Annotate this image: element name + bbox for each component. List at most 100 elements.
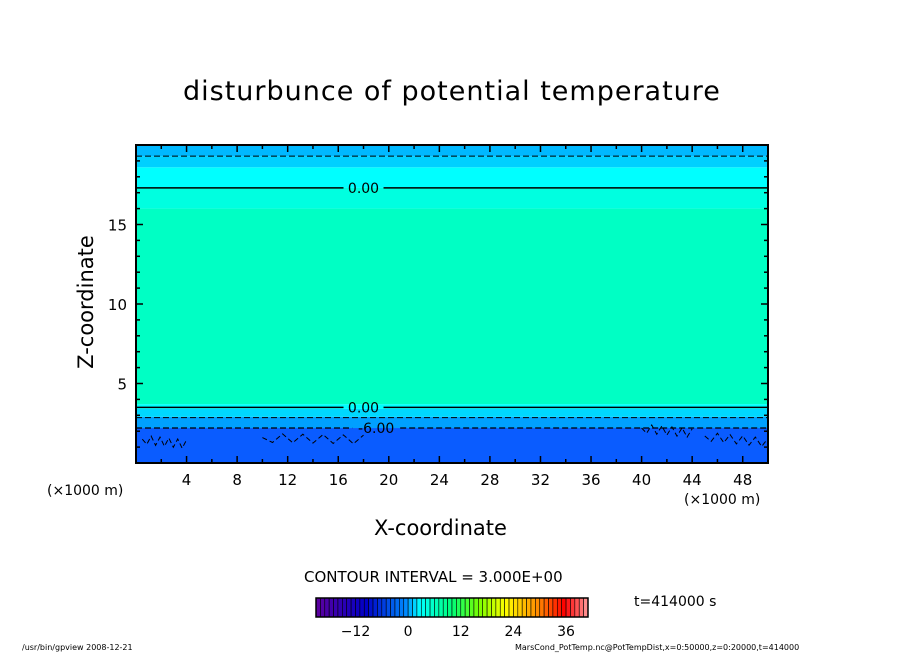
colorbar-segment xyxy=(486,597,492,618)
colorbar-segment xyxy=(491,597,497,618)
colorbar-segment xyxy=(526,597,532,618)
colorbar-segment xyxy=(324,597,330,618)
colorbar-segment xyxy=(530,597,536,618)
contour-label: -6.00 xyxy=(358,421,394,437)
colorbar-segment xyxy=(407,597,413,618)
x-tick-label: 24 xyxy=(430,471,449,489)
contour-label: 0.00 xyxy=(348,400,379,416)
colorbar-segment xyxy=(372,597,378,618)
colorbar-segment xyxy=(438,597,444,618)
x-tick-label: 32 xyxy=(531,471,550,489)
chart-title: disturbunce of potential temperature xyxy=(183,76,721,107)
colorbar-segment xyxy=(482,597,488,618)
colorbar-segment xyxy=(399,597,405,618)
x-tick-label: 28 xyxy=(480,471,499,489)
colorbar-segment xyxy=(350,597,356,618)
contour-band xyxy=(136,416,768,429)
colorbar-tick-label: 24 xyxy=(505,624,523,640)
colorbar-segment xyxy=(368,597,374,618)
colorbar-segment xyxy=(539,597,545,618)
contour-label: 0.00 xyxy=(348,181,379,197)
contour-band xyxy=(136,187,768,209)
colorbar-segment xyxy=(442,597,448,618)
x-tick-label: 44 xyxy=(683,471,702,489)
colorbar-segment xyxy=(390,597,396,618)
y-unit-label: (×1000 m) xyxy=(47,483,124,499)
colorbar-segment xyxy=(403,597,409,618)
colorbar-tick-label: 0 xyxy=(404,624,413,640)
colorbar-segment xyxy=(561,597,567,618)
colorbar-segment xyxy=(394,597,400,618)
colorbar-segment xyxy=(556,597,562,618)
colorbar-segment xyxy=(504,597,510,618)
colorbar-segment xyxy=(337,597,343,618)
colorbar-segment xyxy=(552,597,558,618)
footer-left: /usr/bin/gpview 2008-12-21 xyxy=(22,643,133,652)
colorbar-frame xyxy=(315,597,589,618)
time-label: t=414000 s xyxy=(634,594,717,610)
colorbar-tick-label: 12 xyxy=(452,624,470,640)
x-tick-label: 48 xyxy=(733,471,752,489)
y-axis-label: Z-coordinate xyxy=(74,235,98,369)
x-tick-label: 12 xyxy=(278,471,297,489)
colorbar-segment xyxy=(574,597,580,618)
colorbar-segment xyxy=(381,597,387,618)
footer-right: MarsCond_PotTemp.nc@PotTempDist,x=0:5000… xyxy=(515,643,800,652)
contour-band xyxy=(136,404,768,409)
colorbar-segment xyxy=(425,597,431,618)
y-tick-label: 15 xyxy=(108,217,127,235)
contour-band xyxy=(136,145,768,157)
x-tick-label: 36 xyxy=(581,471,600,489)
contour-band xyxy=(136,167,768,188)
colorbar-segment xyxy=(385,597,391,618)
colorbar-segment xyxy=(363,597,369,618)
colorbar-segment xyxy=(342,597,348,618)
contour-line-irregular xyxy=(704,432,769,448)
colorbar-segment xyxy=(543,597,549,618)
colorbar-segment xyxy=(447,597,453,618)
contour-band xyxy=(136,156,768,168)
contour-band xyxy=(136,428,768,463)
colorbar-segment xyxy=(460,597,466,618)
colorbar-segment xyxy=(320,597,326,618)
colorbar-segment xyxy=(333,597,339,618)
colorbar-segment xyxy=(508,597,514,618)
x-tick-label: 4 xyxy=(182,471,192,489)
contour-band xyxy=(136,208,768,405)
colorbar-segment xyxy=(478,597,484,618)
contour-line-irregular xyxy=(641,424,693,439)
x-tick-label: 40 xyxy=(632,471,651,489)
colorbar-segment xyxy=(473,597,479,618)
x-tick-label: 8 xyxy=(232,471,242,489)
contour-band xyxy=(136,408,768,417)
colorbar-segment xyxy=(420,597,426,618)
colorbar-segment xyxy=(499,597,505,618)
colorbar-segment xyxy=(517,597,523,618)
y-tick-label: 10 xyxy=(108,296,127,314)
colorbar-tick-label: −12 xyxy=(341,624,371,640)
x-tick-label: 16 xyxy=(329,471,348,489)
colorbar-segment xyxy=(548,597,554,618)
colorbar-segment xyxy=(355,597,361,618)
contour-interval: CONTOUR INTERVAL = 3.000E+00 xyxy=(304,568,563,586)
colorbar-segment xyxy=(513,597,519,618)
colorbar-segment xyxy=(434,597,440,618)
colorbar-segment xyxy=(416,597,422,618)
colorbar-segment xyxy=(464,597,470,618)
colorbar-segment xyxy=(495,597,501,618)
colorbar-segment xyxy=(570,597,576,618)
colorbar-segment xyxy=(578,597,584,618)
colorbar-segment xyxy=(429,597,435,618)
colorbar-segment xyxy=(359,597,365,618)
y-tick-label: 5 xyxy=(117,376,127,394)
colorbar-segment xyxy=(521,597,527,618)
colorbar-tick-label: 36 xyxy=(557,624,575,640)
colorbar-segment xyxy=(412,597,418,618)
contour-line-irregular xyxy=(262,433,364,445)
colorbar-segment xyxy=(451,597,457,618)
colorbar-segment xyxy=(377,597,383,618)
colorbar-segment xyxy=(535,597,541,618)
colorbar-segment xyxy=(469,597,475,618)
